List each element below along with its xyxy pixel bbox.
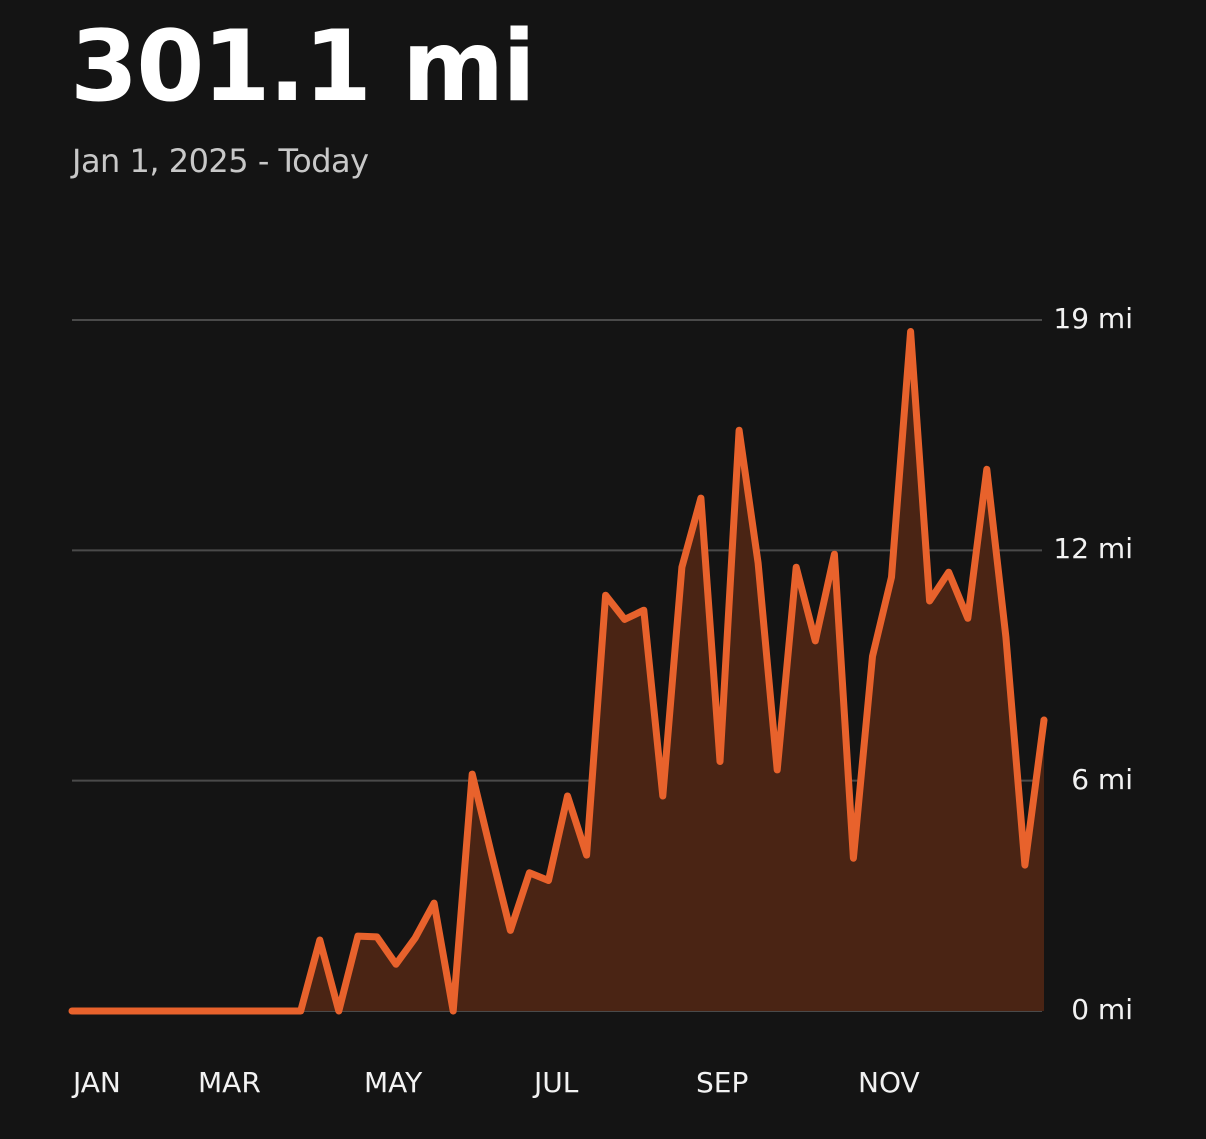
- x-axis-label: JAN: [73, 1066, 121, 1099]
- x-axis-label: MAR: [198, 1066, 261, 1099]
- distance-line: [68, 328, 1048, 1015]
- area-fill: [72, 331, 1044, 1011]
- y-axis-label: 12 mi: [1053, 532, 1133, 566]
- x-axis-label: MAY: [364, 1066, 423, 1099]
- x-axis-label: SEP: [696, 1066, 749, 1099]
- x-axis-label: NOV: [858, 1066, 920, 1099]
- y-axis-label: 6 mi: [1071, 762, 1133, 796]
- date-range: Jan 1, 2025 - Today: [72, 142, 369, 180]
- y-axis-label: 0 mi: [1071, 993, 1133, 1026]
- y-axis-label: 19 mi: [1053, 302, 1133, 335]
- total-distance: 301.1 mi: [70, 10, 536, 124]
- x-axis-label: JUL: [534, 1066, 579, 1099]
